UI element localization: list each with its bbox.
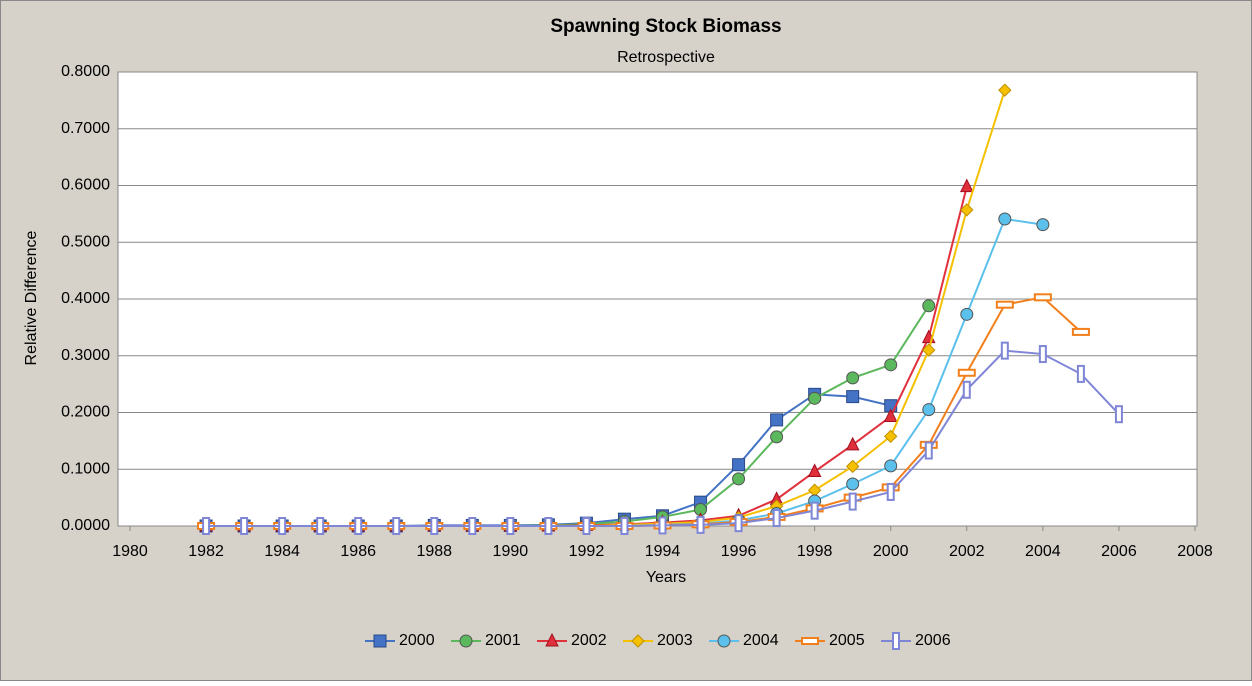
marker — [1076, 364, 1085, 383]
marker — [998, 212, 1012, 226]
marker — [1036, 218, 1050, 232]
marker — [240, 517, 249, 535]
marker — [846, 477, 860, 491]
marker — [770, 430, 784, 444]
marker — [960, 203, 974, 217]
legend-label: 2004 — [743, 632, 779, 649]
marker — [807, 463, 822, 478]
marker — [202, 517, 211, 535]
marker — [808, 391, 822, 405]
marker — [962, 380, 971, 399]
y-tick-label: 0.1000 — [61, 460, 110, 477]
x-tick-label: 2008 — [1177, 543, 1213, 560]
marker — [884, 429, 898, 444]
marker — [845, 459, 860, 474]
marker — [354, 517, 363, 535]
x-tick-label: 1998 — [797, 543, 833, 560]
marker — [732, 458, 746, 472]
y-axis-label: Relative Difference — [23, 230, 40, 365]
x-tick-label: 1990 — [493, 543, 529, 560]
marker — [884, 459, 898, 473]
x-tick-label: 1996 — [721, 543, 757, 560]
marker — [1033, 293, 1052, 302]
marker — [468, 517, 477, 535]
y-tick-label: 0.2000 — [61, 404, 110, 421]
y-tick-label: 0.5000 — [61, 233, 110, 250]
marker — [922, 299, 936, 313]
marker — [459, 634, 473, 648]
marker — [1000, 341, 1009, 360]
marker — [278, 517, 287, 535]
x-tick-label: 2006 — [1101, 543, 1137, 560]
x-tick-label: 1984 — [264, 543, 300, 560]
marker — [892, 632, 900, 650]
marker — [810, 501, 819, 520]
marker — [772, 509, 781, 528]
marker — [846, 371, 860, 385]
marker — [658, 516, 667, 535]
x-axis-label: Years — [646, 569, 686, 586]
marker — [922, 403, 936, 417]
marker — [620, 517, 629, 535]
x-tick-label: 1986 — [340, 543, 376, 560]
y-tick-label: 0.6000 — [61, 177, 110, 194]
legend-label: 2003 — [657, 632, 693, 649]
y-tick-label: 0.7000 — [61, 120, 110, 137]
x-tick-label: 1992 — [569, 543, 605, 560]
y-tick-label: 0.8000 — [61, 63, 110, 80]
marker — [995, 300, 1014, 309]
x-tick-label: 1980 — [112, 543, 148, 560]
marker — [770, 413, 784, 427]
marker — [506, 517, 515, 535]
marker — [845, 436, 860, 451]
marker — [922, 343, 936, 357]
marker — [1038, 345, 1047, 364]
x-tick-label: 2002 — [949, 543, 985, 560]
marker — [846, 390, 860, 404]
legend-label: 2000 — [399, 632, 435, 649]
marker — [924, 441, 933, 460]
marker — [430, 517, 439, 535]
marker — [884, 358, 898, 372]
marker — [696, 515, 705, 534]
marker — [373, 634, 387, 648]
marker — [959, 178, 974, 193]
marker — [998, 83, 1012, 97]
marker — [957, 368, 976, 377]
legend-label: 2006 — [915, 632, 951, 649]
y-tick-label: 0.4000 — [61, 290, 110, 307]
legend-label: 2001 — [485, 632, 521, 649]
x-tick-label: 1982 — [188, 543, 224, 560]
marker — [631, 634, 645, 648]
chart-subtitle: Retrospective — [617, 49, 715, 66]
x-tick-label: 2000 — [873, 543, 909, 560]
marker — [734, 514, 743, 533]
marker — [392, 517, 401, 535]
y-tick-label: 0.0000 — [61, 517, 110, 534]
marker — [883, 408, 898, 422]
marker — [732, 472, 746, 486]
x-tick-label: 1988 — [416, 543, 452, 560]
marker — [960, 307, 974, 321]
marker — [801, 637, 819, 645]
x-tick-label: 1994 — [645, 543, 681, 560]
marker — [1114, 405, 1123, 424]
marker — [544, 517, 553, 535]
x-tick-label: 2004 — [1025, 543, 1061, 560]
y-tick-label: 0.3000 — [61, 347, 110, 364]
marker — [848, 492, 857, 511]
legend-label: 2005 — [829, 632, 865, 649]
marker — [582, 517, 591, 535]
legend-label: 2002 — [571, 632, 607, 649]
marker — [1071, 327, 1090, 336]
chart-title: Spawning Stock Biomass — [550, 16, 781, 37]
marker — [545, 632, 559, 647]
marker — [717, 634, 731, 648]
marker — [886, 482, 895, 501]
marker — [316, 517, 325, 535]
